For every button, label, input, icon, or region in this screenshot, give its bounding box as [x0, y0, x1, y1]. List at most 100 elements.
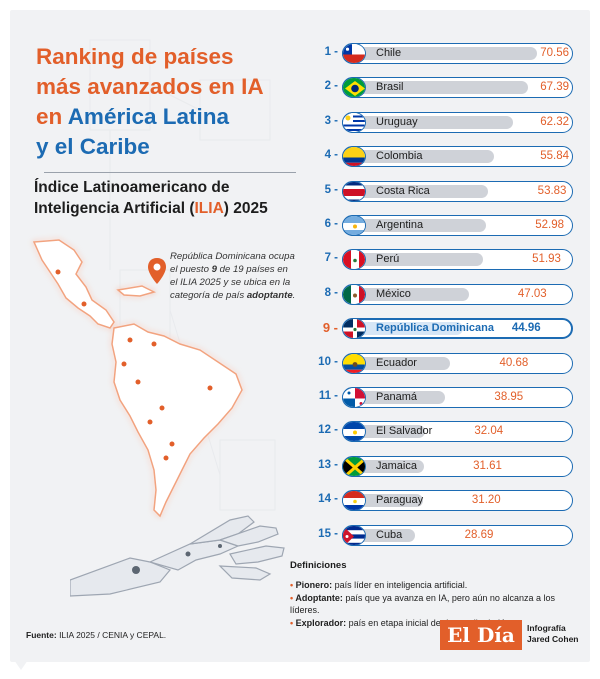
latin-america-map [32, 239, 243, 518]
value-label: 38.95 [494, 391, 524, 403]
ranking-row: 7 - Perú 51.93 [308, 249, 578, 271]
definition-text: país en etapa inicial de desarrollo de I… [346, 617, 509, 628]
map-note-part-2: de 19 países en el ILIA 2025 y se ubica … [170, 264, 291, 301]
definition-term: Pionero: [295, 580, 333, 590]
ranking-row: 9 - República Dominicana 44.96 [308, 318, 578, 340]
chart-subtitle: Índice Latinoamericano de Inteligencia A… [34, 177, 294, 219]
bar [352, 287, 469, 301]
value-label: 51.93 [532, 253, 561, 266]
definition-item: • Adoptante: país que ya avanza en IA, p… [290, 592, 580, 617]
definition-term: Explorador: [295, 617, 347, 628]
value-label: 70.56 [540, 47, 569, 59]
argentina-flag-icon [342, 215, 366, 236]
bar [352, 459, 424, 473]
value-label: 47.03 [517, 287, 547, 300]
definitions-section: Definiciones • Pionero: país líder en in… [290, 560, 580, 629]
bar [352, 322, 463, 336]
chart-title: Ranking de países más avanzados en IA en… [36, 42, 296, 162]
category-label: República Dominicana [376, 322, 494, 335]
definition-item: • Explorador: país en etapa inicial de d… [290, 617, 580, 630]
rank-label: 10 - [318, 355, 338, 368]
rank-label: 6 - [324, 218, 338, 230]
category-label: Colombia [376, 150, 423, 163]
credit: Infografía Jared Cohen [527, 623, 579, 645]
bullet-icon: • [290, 592, 296, 603]
category-label: Brasil [376, 81, 404, 94]
bar [352, 356, 451, 370]
category-label: Chile [376, 47, 402, 59]
title-line-4: y el Caribe [36, 134, 150, 159]
map-note-part-3: . [292, 290, 296, 301]
title-line-3-highlight: América Latina [67, 104, 229, 129]
category-label: Panamá [376, 391, 417, 403]
value-label: 67.39 [540, 81, 569, 94]
ranking-row: 2 - Brasil 67.39 [308, 77, 578, 99]
bar [352, 81, 528, 95]
value-label: 55.84 [540, 150, 569, 163]
map-note-rank: 9 [211, 264, 217, 275]
bullet-icon: • [290, 580, 296, 590]
bar [352, 150, 495, 164]
category-label: Argentina [376, 219, 424, 231]
peru-flag-icon [342, 249, 366, 271]
rank-label: 15 - [318, 527, 338, 540]
category-label: Cuba [376, 528, 403, 541]
value-label: 40.68 [499, 356, 529, 369]
bar [352, 528, 416, 542]
rank-label: 14 - [318, 493, 338, 506]
value-label: 62.32 [540, 115, 569, 128]
ranking-row: 11 - Panamá 38.95 [308, 387, 578, 409]
map-note-part-1: República Dominicana ocupa el puesto [170, 251, 295, 275]
ecuador-flag-icon [342, 352, 366, 374]
ranking-row: 10 - Ecuador 40.68 [308, 352, 578, 375]
ranking-row: 6 - Argentina 52.98 [308, 215, 578, 237]
category-label: Paraguay [376, 494, 424, 507]
subtitle-line-1: Índice Latinoamericano de [34, 179, 230, 196]
rank-label: 2 - [324, 80, 338, 93]
bullet-icon: • [290, 617, 296, 628]
costa-rica-flag-icon [342, 180, 366, 202]
category-label: Ecuador [376, 356, 417, 369]
definition-term: Adoptante: [295, 592, 343, 603]
el-salvador-flag-icon [342, 421, 366, 443]
ranking-row: 3 - Uruguay 62.32 [308, 111, 578, 134]
rank-label: 11 - [318, 390, 338, 402]
bar [352, 494, 423, 508]
rank-label: 3 - [324, 114, 338, 127]
rank-label: 12 - [318, 424, 338, 437]
category-label: El Salvador [376, 425, 433, 438]
bar [352, 391, 446, 404]
rank-label: 1 - [324, 46, 338, 58]
bar [352, 219, 486, 232]
rank-label: 8 - [324, 286, 338, 299]
ranking-row: 13 - Jamaica 31.61 [308, 455, 578, 478]
value-label: 32.04 [474, 425, 504, 438]
ranking-row: 5 - Costa Rica 53.83 [308, 180, 578, 203]
bar [352, 47, 538, 60]
rank-label: 4 - [324, 149, 338, 162]
source-note: Fuente: ILIA 2025 / CENIA y CEPAL. [26, 630, 166, 640]
colombia-flag-icon [342, 146, 366, 168]
map-country-dots [55, 269, 213, 461]
brazil-flag-icon [342, 77, 366, 99]
ranking-row: 15 - Cuba 28.69 [308, 524, 578, 547]
map-note-category: adoptante [246, 290, 293, 301]
rank-label: 13 - [318, 458, 338, 471]
definition-item: • Pionero: país líder en inteligencia ar… [290, 579, 580, 592]
title-line-1: Ranking de países [36, 44, 234, 69]
credit-line-1: Infografía [527, 623, 566, 633]
category-label: Costa Rica [376, 184, 430, 197]
paraguay-flag-icon [342, 490, 366, 512]
ranking-row: 12 - El Salvador 32.04 [308, 421, 578, 443]
subtitle-highlight: ILIA [194, 200, 224, 217]
subtitle-line-2-pre: Inteligencia Artificial ( [34, 200, 195, 217]
value-label: 28.69 [464, 528, 494, 541]
bar [352, 115, 514, 129]
definition-text: país que ya avanza en IA, pero aún no al… [290, 592, 555, 616]
source-text: ILIA 2025 / CENIA y CEPAL. [56, 630, 167, 640]
category-label: Uruguay [376, 115, 418, 128]
value-label: 52.98 [535, 219, 564, 231]
rank-label: 5 - [324, 183, 338, 196]
map-annotation: República Dominicana ocupa el puesto 9 d… [170, 250, 298, 302]
location-pin-icon [148, 258, 166, 284]
